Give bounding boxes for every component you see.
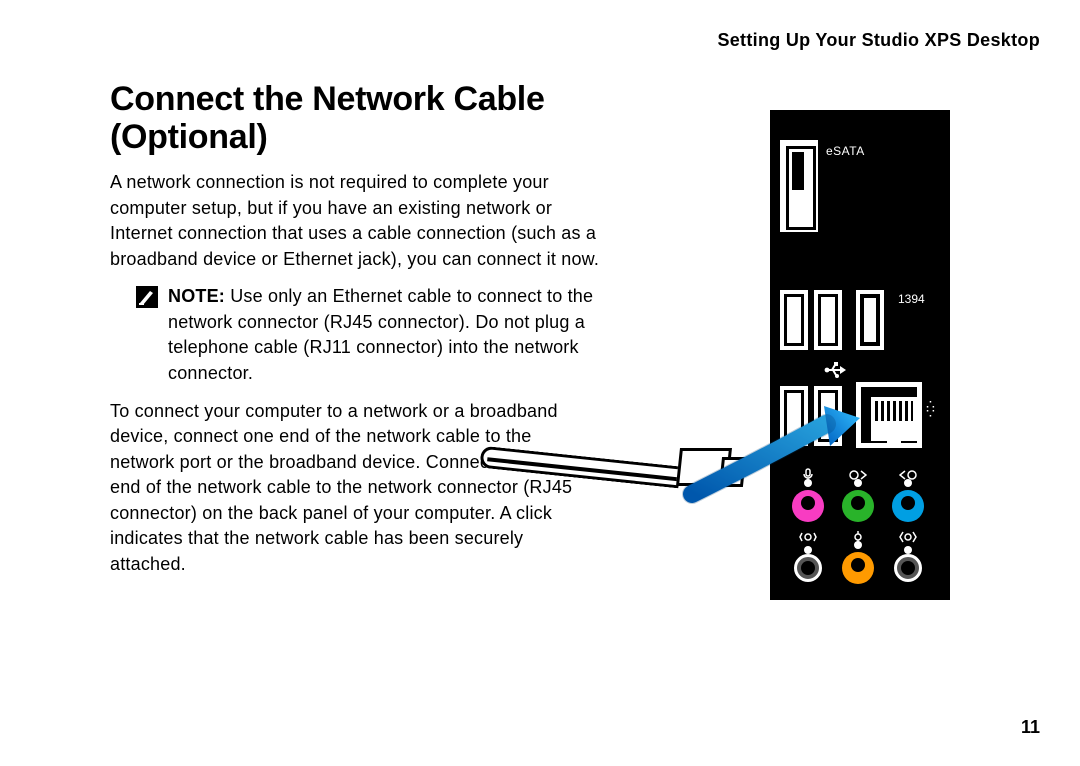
content-row: Connect the Network Cable (Optional) A n… [110,80,1040,630]
page-title: Connect the Network Cable (Optional) [110,80,600,156]
note-label: NOTE: [168,286,225,306]
audio-jack-center-sub [840,550,876,586]
note-text: NOTE: Use only an Ethernet cable to conn… [168,284,600,386]
side-surround-icon [790,530,826,547]
note-block: NOTE: Use only an Ethernet cable to conn… [136,284,600,386]
intro-paragraph: A network connection is not required to … [110,170,600,272]
network-activity-icon: ∴∵ [926,400,944,418]
rj45-ethernet-port [856,382,922,448]
usb-symbol-icon [824,362,846,383]
manual-page: Setting Up Your Studio XPS Desktop Conne… [0,0,1080,766]
ethernet-plug [650,440,740,500]
esata-label: eSATA [826,144,865,158]
howto-paragraph: To connect your computer to a network or… [110,399,600,578]
audio-jack-line-in [890,488,926,524]
audio-jack-rear [890,550,926,586]
running-header: Setting Up Your Studio XPS Desktop [717,30,1040,51]
audio-jack-side [790,550,826,586]
usb-port [780,290,808,350]
audio-jack-line-out [840,488,876,524]
audio-jack-mic [790,488,826,524]
usb-port [814,386,842,446]
firewire-label: 1394 [898,292,925,306]
note-body: Use only an Ethernet cable to connect to… [168,286,593,383]
firewire-port [856,290,884,350]
esata-port [780,140,818,232]
rear-panel-figure: eSATA 1394 ∴∵ [640,110,1000,630]
usb-port [814,290,842,350]
text-column: Connect the Network Cable (Optional) A n… [110,80,600,630]
note-icon [136,286,158,308]
io-panel: eSATA 1394 ∴∵ [770,110,950,600]
page-number: 11 [1021,717,1040,738]
rear-surround-icon [890,530,926,547]
usb-port [780,386,808,446]
